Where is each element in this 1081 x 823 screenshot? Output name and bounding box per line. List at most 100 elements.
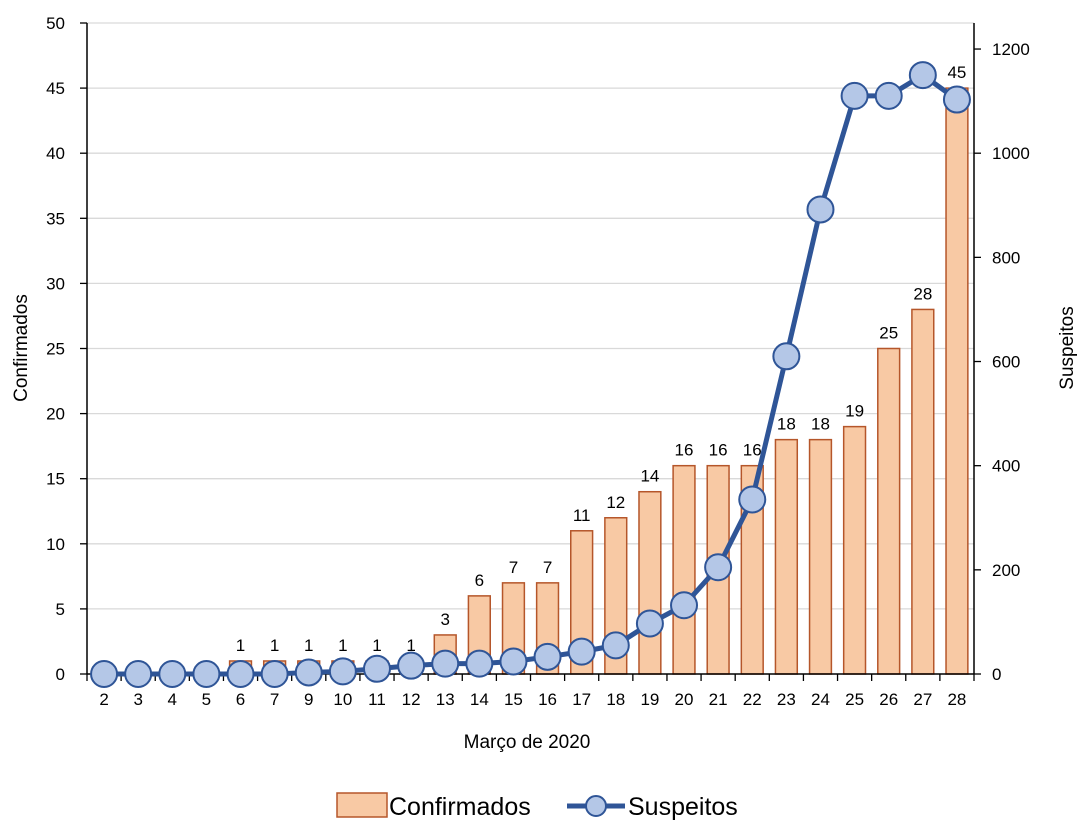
- x-tick-label: 18: [606, 690, 625, 709]
- x-tick-label: 13: [436, 690, 455, 709]
- gridlines: [87, 22, 974, 610]
- x-tick-label: 7: [270, 690, 279, 709]
- line-marker: [908, 61, 937, 90]
- line-marker: [772, 342, 801, 371]
- legend-label-suspeitos: Suspeitos: [628, 793, 738, 821]
- x-tick-label: 21: [709, 690, 728, 709]
- bar-data-label: 7: [509, 558, 518, 577]
- bar-data-label: 11: [573, 506, 591, 525]
- confirmados-bars: [228, 87, 969, 675]
- x-tick-label: 17: [572, 690, 591, 709]
- right-tick-label: 0: [992, 665, 1001, 684]
- bar-data-label: 18: [811, 415, 830, 434]
- bar: [911, 308, 935, 675]
- line-marker: [294, 658, 323, 687]
- line-marker: [533, 642, 562, 671]
- left-tick-label: 50: [46, 14, 65, 33]
- right-tick-label: 200: [992, 561, 1020, 580]
- x-tick-label: 11: [368, 690, 386, 709]
- line-marker: [704, 553, 733, 582]
- x-tick-label: 20: [675, 690, 694, 709]
- x-tick-label: 24: [811, 690, 830, 709]
- x-tick-label: 28: [947, 690, 966, 709]
- x-axis-title: Março de 2020: [464, 732, 591, 753]
- left-axis-ticks: 0 5 10 15 20 25 30 35 40 45 50: [46, 14, 87, 684]
- left-tick-label: 15: [46, 470, 65, 489]
- left-axis-title: Confirmados: [11, 294, 32, 402]
- x-tick-label: 14: [470, 690, 489, 709]
- legend-marker-suspeitos: [585, 795, 607, 817]
- right-tick-label: 400: [992, 457, 1020, 476]
- line-marker: [738, 485, 767, 514]
- bar-data-label: 28: [913, 284, 932, 303]
- line-marker: [874, 81, 903, 110]
- right-tick-label: 600: [992, 353, 1020, 372]
- bar-data-label: 16: [709, 441, 728, 460]
- left-tick-label: 0: [56, 665, 65, 684]
- left-tick-label: 25: [46, 340, 65, 359]
- bar: [774, 438, 799, 675]
- line-marker: [124, 660, 153, 688]
- bar-data-label: 16: [743, 441, 762, 460]
- bar-data-label: 12: [606, 493, 625, 512]
- x-tick-label: 27: [913, 690, 932, 709]
- left-tick-label: 45: [46, 79, 65, 98]
- bar: [945, 87, 969, 675]
- line-marker: [601, 631, 630, 660]
- legend-label-confirmados: Confirmados: [389, 793, 531, 821]
- left-tick-label: 10: [46, 535, 65, 554]
- x-axis-ticks: 2 3 4 5 6 7 9 10 11 12 13 14 15 16 17 18 19 20 21 22 23 24 25 2…: [86, 674, 975, 709]
- bar: [842, 425, 867, 675]
- line-marker: [158, 660, 187, 688]
- left-tick-label: 5: [56, 600, 65, 619]
- x-tick-label: 22: [743, 690, 762, 709]
- left-tick-label: 20: [46, 405, 65, 424]
- bar-data-label: 25: [879, 324, 898, 343]
- right-tick-label: 1000: [992, 144, 1030, 163]
- bar-data-label: 1: [372, 636, 381, 655]
- x-tick-label: 12: [402, 690, 421, 709]
- bar-data-label: 7: [543, 558, 552, 577]
- right-tick-label: 800: [992, 248, 1020, 267]
- line-marker: [226, 660, 255, 688]
- x-tick-label: 15: [504, 690, 523, 709]
- right-axis-ticks: 0 200 400 600 800 1000 1200: [974, 40, 1030, 684]
- x-tick-label: 5: [202, 690, 211, 709]
- line-marker: [328, 657, 357, 686]
- line-marker: [806, 195, 835, 224]
- bar-data-label: 1: [270, 636, 279, 655]
- left-tick-label: 30: [46, 274, 65, 293]
- x-tick-label: 16: [538, 690, 557, 709]
- x-tick-label: 23: [777, 690, 796, 709]
- right-axis-title: Suspeitos: [1057, 306, 1078, 389]
- bar-data-label: 1: [304, 636, 313, 655]
- x-tick-label: 26: [879, 690, 898, 709]
- bar-data-label: 16: [675, 441, 694, 460]
- bar-data-label: 18: [777, 415, 796, 434]
- x-tick-label: 10: [333, 690, 352, 709]
- x-tick-label: 6: [236, 690, 245, 709]
- left-tick-label: 35: [46, 209, 65, 228]
- line-marker: [465, 649, 494, 678]
- line-marker: [192, 660, 221, 688]
- bar-data-label: 1: [236, 636, 245, 655]
- line-marker: [90, 660, 119, 688]
- line-marker: [397, 651, 426, 680]
- bar-data-label: 6: [475, 571, 484, 590]
- line-marker: [260, 660, 289, 688]
- left-tick-label: 40: [46, 144, 65, 163]
- line-marker: [635, 609, 664, 638]
- legend-swatch-confirmados: [336, 792, 388, 818]
- legend: Confirmados Suspeitos: [336, 792, 738, 821]
- bar: [808, 438, 833, 675]
- suspeitos-line: [90, 61, 971, 688]
- x-tick-label: 9: [304, 690, 313, 709]
- bar: [672, 464, 696, 675]
- x-tick-label: 3: [133, 690, 142, 709]
- bar-data-label: 14: [640, 467, 659, 486]
- right-tick-label: 1200: [992, 40, 1030, 59]
- bar: [877, 347, 901, 675]
- x-tick-label: 25: [845, 690, 864, 709]
